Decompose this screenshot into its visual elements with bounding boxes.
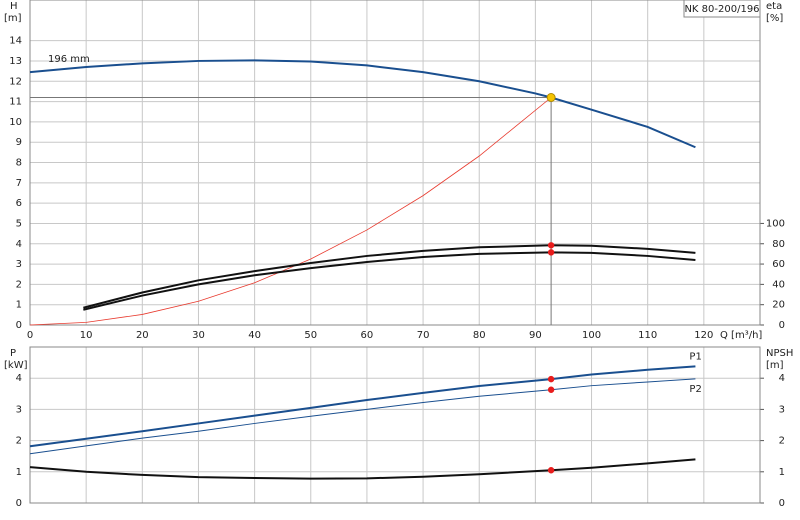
y-tick-label: 1 — [16, 467, 22, 478]
y2-axis-label: eta — [766, 1, 782, 12]
curve-label: P2 — [689, 384, 701, 395]
y-tick-label: 8 — [16, 158, 22, 169]
x-tick-label: 20 — [136, 330, 149, 341]
curve-label: 196 mm — [48, 54, 90, 65]
chart-title: NK 80-200/196 — [684, 4, 759, 15]
x-tick-label: 100 — [582, 330, 601, 341]
y2-tick-label: 0 — [779, 320, 785, 331]
y-tick-label: 4 — [16, 373, 22, 384]
y2-tick-label: 4 — [779, 373, 785, 384]
y-tick-label: 5 — [16, 218, 22, 229]
curve — [29, 97, 552, 326]
curve — [83, 244, 696, 309]
duty-marker — [547, 249, 555, 256]
x-tick-label: 10 — [80, 330, 93, 341]
y-tick-label: 0 — [16, 498, 22, 509]
x-tick-label: 30 — [192, 330, 205, 341]
y-tick-label: 3 — [16, 259, 22, 270]
x-tick-label: 60 — [361, 330, 374, 341]
y2-tick-label: 80 — [772, 239, 785, 250]
y-tick-label: 0 — [16, 320, 22, 331]
x-tick-label: 80 — [473, 330, 486, 341]
y-tick-label: 13 — [9, 56, 22, 67]
x-tick-label: 0 — [27, 330, 33, 341]
y-tick-label: 12 — [9, 76, 22, 87]
title-box — [683, 0, 761, 18]
y2-tick-label: 1 — [779, 467, 785, 478]
plot-frame — [29, 0, 761, 326]
curve — [29, 365, 696, 448]
y-tick-label: 7 — [16, 178, 22, 189]
y-tick-label: 9 — [16, 137, 22, 148]
y-tick-label: 11 — [9, 97, 22, 108]
y2-tick-label: 3 — [779, 404, 785, 415]
plot-frame — [29, 346, 761, 504]
y2-tick-label: 0 — [779, 498, 785, 509]
y-tick-label: 6 — [16, 198, 22, 209]
duty-marker — [547, 467, 555, 474]
y-axis-label: H — [10, 1, 18, 12]
duty-marker — [547, 242, 555, 249]
y-tick-label: 3 — [16, 404, 22, 415]
y2-axis-unit: [%] — [766, 13, 783, 24]
x-tick-label: 110 — [638, 330, 657, 341]
y2-tick-label: 20 — [772, 300, 785, 311]
y2-axis-unit: [m] — [766, 360, 784, 371]
y-tick-label: 14 — [9, 36, 22, 47]
y2-tick-label: 2 — [779, 436, 785, 447]
y2-tick-label: 100 — [766, 218, 785, 229]
y-tick-label: 2 — [16, 279, 22, 290]
x-tick-label: 40 — [248, 330, 261, 341]
x-tick-label: 50 — [304, 330, 317, 341]
x-tick-label: 120 — [694, 330, 713, 341]
duty-marker — [547, 375, 555, 383]
curve-label: P1 — [689, 351, 701, 362]
x-tick-label: 70 — [417, 330, 430, 341]
x-axis-label: Q [m³/h] — [720, 330, 762, 341]
y-tick-label: 1 — [16, 300, 22, 311]
y-tick-label: 4 — [16, 239, 22, 250]
y-tick-label: 2 — [16, 436, 22, 447]
y2-axis-label: NPSH — [766, 348, 793, 359]
y-axis-unit: [kW] — [4, 360, 28, 371]
duty-point — [546, 93, 556, 102]
duty-marker — [547, 386, 555, 393]
y2-tick-label: 40 — [772, 279, 785, 290]
curve — [29, 59, 696, 149]
y-tick-label: 10 — [9, 117, 22, 128]
curve — [29, 378, 696, 455]
x-tick-label: 90 — [529, 330, 542, 341]
y-axis-unit: [m] — [4, 13, 22, 24]
curve — [83, 251, 696, 311]
y2-tick-label: 60 — [772, 259, 785, 270]
curve — [29, 458, 696, 480]
y-axis-label: P — [10, 348, 16, 359]
